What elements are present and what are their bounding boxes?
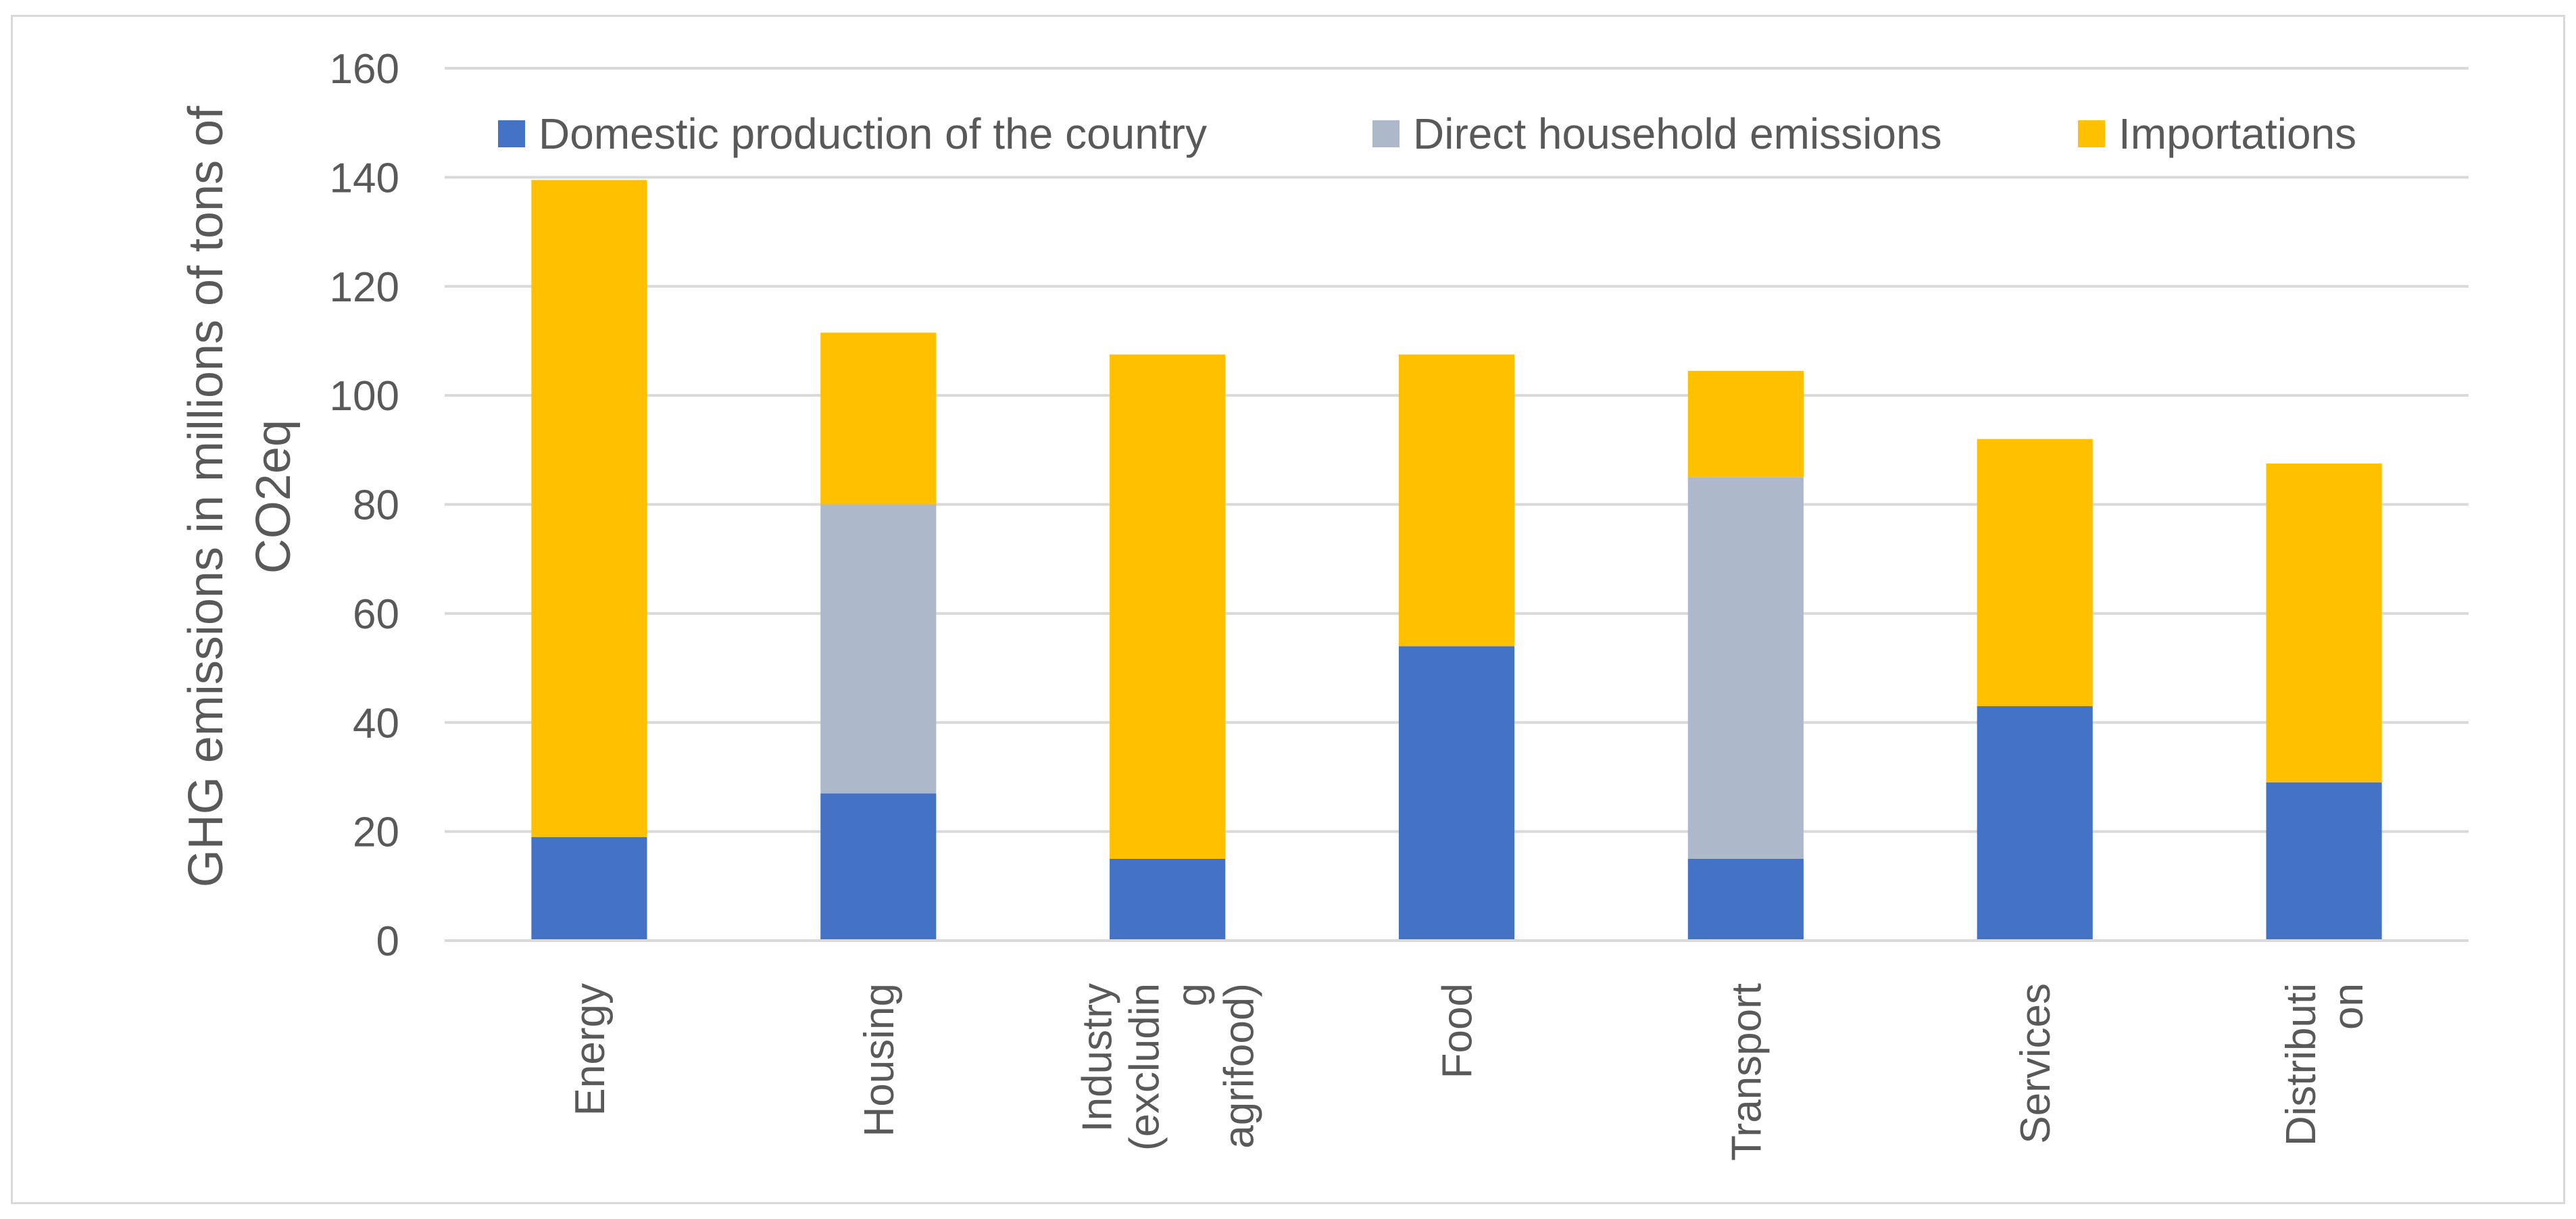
stacked-bar-chart: 0 20 40 60 80 100 120 140 160 Energy Housing Indus…: [179, 46, 2469, 1161]
x-category-label: (excludin: [1122, 983, 1168, 1151]
bar-industry-excluding-agrifood--series-1: [1110, 858, 1226, 941]
bar-transport-series-2: [1687, 477, 1804, 859]
x-category-label: agrifood): [1216, 983, 1263, 1149]
bars: [531, 180, 2382, 941]
bar-food-series-3: [1398, 354, 1515, 647]
y-tick-label-20: 20: [353, 810, 399, 856]
bar-distribution-series-1: [2266, 782, 2382, 941]
x-category-label: Distributi: [2278, 983, 2325, 1146]
y-axis-tick-labels: 0 20 40 60 80 100 120 140 160: [330, 46, 399, 965]
x-axis-category-labels: Energy Housing Industry (excludin g agrifood)…: [567, 983, 2372, 1161]
bar-housing-series-3: [820, 332, 937, 505]
y-tick-label-80: 80: [353, 482, 399, 529]
x-category-label: Services: [2012, 983, 2059, 1144]
legend-swatch-1: [498, 120, 525, 147]
legend: Domestic production of the country Direct…: [498, 109, 2356, 158]
legend-swatch-3: [2078, 120, 2105, 147]
bar-services-series-1: [1977, 706, 2093, 941]
x-category-label: on: [2325, 983, 2372, 1030]
x-category-label: Energy: [567, 983, 614, 1116]
y-tick-label-140: 140: [330, 155, 399, 201]
chart-frame: 0 20 40 60 80 100 120 140 160 Energy Housing Indus…: [11, 15, 2565, 1204]
bar-transport-series-3: [1687, 370, 1804, 478]
y-axis-title-line-1: GHG emissions in millions of tons of: [179, 105, 233, 887]
x-category-label: g: [1169, 983, 1216, 1006]
legend-label-2: Direct household emissions: [1413, 109, 1942, 158]
y-tick-label-160: 160: [330, 46, 399, 93]
x-category-label: Housing: [856, 983, 903, 1137]
bar-transport-series-1: [1687, 858, 1804, 941]
y-axis-title: GHG emissions in millions of tons of CO2e…: [179, 105, 301, 887]
bar-housing-series-2: [820, 504, 937, 794]
bar-food-series-1: [1398, 646, 1515, 941]
legend-swatch-2: [1372, 120, 1400, 147]
y-tick-label-0: 0: [376, 918, 399, 965]
y-tick-label-100: 100: [330, 373, 399, 420]
y-axis-title-line-2: CO2eq: [247, 420, 301, 574]
bar-energy-series-1: [531, 837, 647, 941]
y-tick-label-120: 120: [330, 264, 399, 311]
y-tick-label-40: 40: [353, 700, 399, 747]
bar-energy-series-3: [531, 180, 647, 837]
bar-industry-excluding-agrifood--series-3: [1110, 354, 1226, 859]
bar-services-series-3: [1977, 439, 2093, 707]
bar-housing-series-1: [820, 793, 937, 941]
legend-label-1: Domestic production of the country: [539, 109, 1207, 158]
x-category-label: Transport: [1723, 983, 1770, 1161]
x-category-label: Food: [1435, 983, 1481, 1078]
x-category-label: Industry: [1074, 983, 1121, 1133]
legend-label-3: Importations: [2119, 109, 2356, 158]
y-tick-label-60: 60: [353, 591, 399, 638]
bar-distribution-series-3: [2266, 463, 2382, 783]
